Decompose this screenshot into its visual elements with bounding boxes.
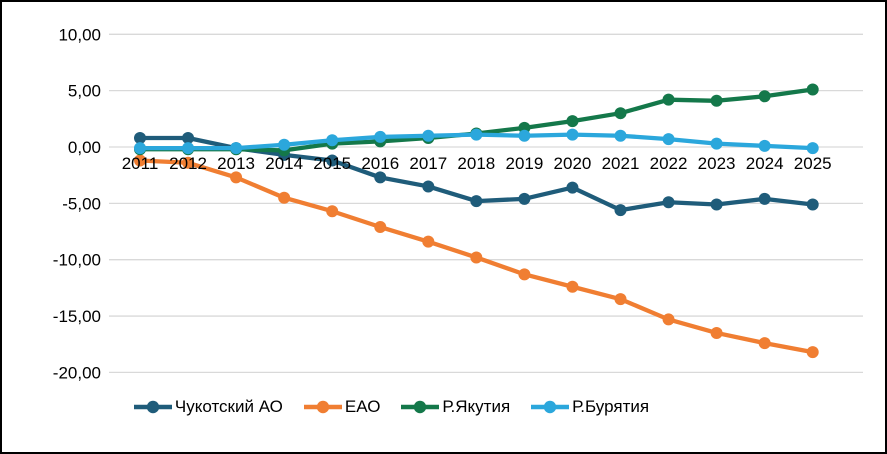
series-point-3: [614, 129, 627, 142]
x-tick-label: 2022: [650, 154, 688, 173]
series-point-2: [662, 93, 675, 106]
series-point-3: [182, 142, 195, 155]
x-tick-label: 2014: [265, 154, 303, 173]
y-tick-label: 5,00: [68, 82, 101, 101]
x-tick-label: 2017: [409, 154, 447, 173]
series-point-0: [326, 154, 339, 167]
series-point-3: [566, 128, 579, 141]
series-point-1: [566, 280, 579, 293]
x-tick-label: 2019: [505, 154, 543, 173]
chart-legend: Чукотский АО ЕАО Р.Якутия Р.Бурятия: [2, 397, 833, 417]
series-point-3: [758, 139, 771, 152]
x-tick-label: 2025: [794, 154, 832, 173]
y-tick-label: -5,00: [62, 194, 101, 213]
series-point-0: [806, 198, 819, 211]
series-point-3: [278, 138, 291, 151]
series-point-1: [470, 251, 483, 264]
x-tick-label: 2013: [217, 154, 255, 173]
series-point-0: [374, 171, 387, 184]
y-tick-label: 10,00: [58, 25, 101, 44]
legend-marker-line-dot-icon: [133, 400, 172, 414]
series-point-3: [374, 130, 387, 143]
legend-marker-line-dot-icon: [531, 400, 570, 414]
series-point-1: [806, 346, 819, 359]
series-point-3: [230, 142, 243, 155]
x-tick-label: 2023: [698, 154, 736, 173]
series-point-1: [662, 313, 675, 326]
legend-item-buryatia: Р.Бурятия: [531, 397, 649, 417]
series-point-3: [470, 128, 483, 141]
series-point-1: [182, 156, 195, 169]
series-point-1: [278, 191, 291, 204]
y-tick-label: -15,00: [53, 307, 101, 326]
series-point-1: [374, 221, 387, 234]
series-point-0: [422, 180, 435, 193]
series-point-3: [518, 129, 531, 142]
legend-label-yakutia: Р.Якутия: [442, 397, 511, 416]
series-point-0: [614, 204, 627, 217]
series-point-1: [230, 171, 243, 184]
legend-marker-line-dot-icon: [303, 400, 342, 414]
series-point-0: [662, 196, 675, 209]
series-point-2: [566, 115, 579, 128]
series-point-1: [614, 293, 627, 306]
legend-label-buryatia: Р.Бурятия: [572, 397, 650, 416]
series-point-2: [758, 90, 771, 103]
legend-label-eao: ЕАО: [344, 397, 381, 416]
series-point-3: [422, 129, 435, 142]
series-point-1: [518, 268, 531, 281]
y-tick-label: -20,00: [53, 363, 101, 382]
legend-item-yakutia: Р.Якутия: [401, 397, 510, 417]
x-tick-label: 2012: [169, 154, 207, 173]
series-point-2: [806, 83, 819, 96]
series-point-3: [710, 137, 723, 150]
series-point-0: [134, 131, 146, 144]
series-point-0: [470, 195, 483, 208]
x-tick-label: 2024: [746, 154, 784, 173]
legend-marker-line-dot-icon: [401, 400, 440, 414]
y-tick-label: 0,00: [68, 138, 101, 157]
legend-label-chukotsky-ao: Чукотский АО: [174, 397, 283, 416]
x-tick-label: 2015: [313, 154, 351, 173]
y-tick-label: -10,00: [53, 251, 101, 270]
legend-item-eao: ЕАО: [303, 397, 381, 417]
series-point-0: [710, 198, 723, 211]
x-tick-label: 2016: [361, 154, 399, 173]
series-point-3: [326, 134, 339, 147]
series-point-2: [710, 94, 723, 107]
x-tick-label: 2018: [457, 154, 495, 173]
series-point-1: [710, 326, 723, 339]
series-point-3: [662, 133, 675, 146]
series-point-0: [182, 131, 195, 144]
x-tick-label: 2020: [554, 154, 592, 173]
series-point-0: [518, 192, 531, 205]
series-point-1: [326, 205, 339, 218]
series-point-0: [566, 181, 579, 194]
series-point-3: [806, 142, 819, 155]
series-point-1: [134, 154, 146, 167]
series-point-1: [758, 337, 771, 350]
series-point-2: [614, 107, 627, 120]
series-point-1: [422, 235, 435, 248]
x-tick-label: 2011: [122, 154, 159, 173]
legend-item-chukotsky-ao: Чукотский АО: [133, 397, 283, 417]
x-tick-label: 2021: [602, 154, 640, 173]
series-point-3: [134, 142, 146, 155]
series-point-0: [758, 192, 771, 205]
